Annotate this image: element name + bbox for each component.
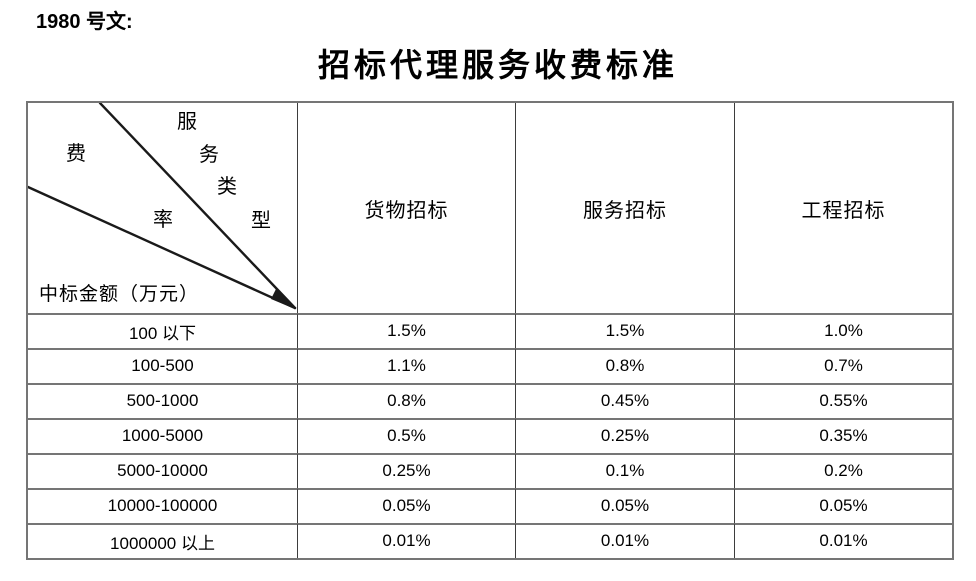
diagonal-label-char: 型 (251, 210, 271, 232)
fee-value-cell: 0.05% (297, 488, 515, 523)
fee-value-cell: 0.25% (297, 453, 515, 488)
amount-axis-label: 中标金额（万元） (39, 284, 200, 305)
doc-ref: 1980 号文: (36, 11, 133, 33)
diagonal-line-lower (28, 185, 297, 310)
row-label: 1000000 以上 (28, 523, 297, 558)
fee-value-cell: 0.1% (515, 453, 734, 488)
row-label: 500-1000 (28, 383, 297, 418)
diagonal-label-char: 务 (199, 144, 219, 166)
fee-value-cell: 0.5% (297, 418, 515, 453)
fee-table: 服 务 类 型 费 率 中标金额（万元） 货物招标 服务招标 工程招标 100 … (26, 101, 954, 560)
diagonal-label-char: 率 (153, 209, 173, 231)
diagonal-arrow-tip (271, 289, 295, 309)
fee-value-cell: 0.7% (734, 348, 952, 383)
fee-value-cell: 1.5% (515, 313, 734, 348)
fee-value-cell: 1.0% (734, 313, 952, 348)
fee-value-cell: 0.01% (297, 523, 515, 558)
table-corner-cell: 服 务 类 型 费 率 中标金额（万元） (28, 103, 297, 313)
fee-value-cell: 0.05% (515, 488, 734, 523)
fee-value-cell: 0.2% (734, 453, 952, 488)
fee-value-cell: 0.45% (515, 383, 734, 418)
fee-value-cell: 0.8% (515, 348, 734, 383)
diagonal-label-char: 服 (177, 111, 197, 133)
diagonal-label-char: 费 (66, 143, 86, 165)
fee-value-cell: 0.01% (515, 523, 734, 558)
fee-value-cell: 0.8% (297, 383, 515, 418)
row-label: 1000-5000 (28, 418, 297, 453)
column-header-services: 服务招标 (515, 103, 734, 313)
row-label: 100-500 (28, 348, 297, 383)
diagonal-divider (28, 103, 297, 310)
fee-value-cell: 0.55% (734, 383, 952, 418)
fee-value-cell: 1.1% (297, 348, 515, 383)
row-label: 100 以下 (28, 313, 297, 348)
diagonal-line-upper (98, 103, 297, 310)
row-label: 10000-100000 (28, 488, 297, 523)
column-header-goods: 货物招标 (297, 103, 515, 313)
row-label: 5000-10000 (28, 453, 297, 488)
fee-value-cell: 0.01% (734, 523, 952, 558)
fee-value-cell: 0.35% (734, 418, 952, 453)
fee-value-cell: 0.05% (734, 488, 952, 523)
fee-value-cell: 0.25% (515, 418, 734, 453)
fee-value-cell: 1.5% (297, 313, 515, 348)
diagonal-label-char: 类 (217, 176, 237, 198)
page-title: 招标代理服务收费标准 (317, 47, 678, 83)
column-header-works: 工程招标 (734, 103, 952, 313)
